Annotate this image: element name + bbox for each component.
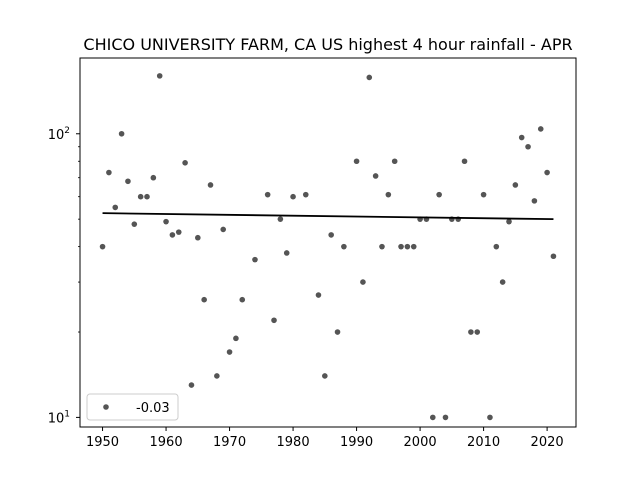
data-point [360, 279, 366, 285]
scatter-points [99, 73, 557, 421]
data-point [398, 243, 404, 250]
data-point [201, 296, 207, 303]
data-point [175, 229, 182, 235]
data-point [264, 191, 271, 198]
data-point [220, 226, 227, 233]
data-point [531, 198, 538, 204]
data-point [328, 232, 334, 238]
data-point [271, 317, 277, 324]
data-point [499, 279, 506, 285]
data-point [436, 191, 442, 198]
legend-label: -0.03 [136, 401, 170, 416]
legend-box [86, 393, 179, 421]
data-point [480, 191, 487, 198]
data-point [391, 158, 398, 165]
data-point [131, 221, 138, 227]
data-point [144, 193, 150, 200]
data-point [518, 134, 525, 141]
x-axis: 1950 1960 1970 1980 1990 2000 2010 2020 [86, 427, 564, 450]
data-point [188, 382, 195, 388]
data-point [239, 296, 246, 303]
data-point [226, 349, 233, 355]
data-point [506, 218, 512, 225]
data-point [525, 143, 531, 150]
x-tick-label: 2010 [467, 435, 500, 450]
data-point [404, 243, 411, 250]
data-point [442, 414, 449, 421]
data-point [474, 329, 481, 335]
data-point [544, 169, 550, 176]
data-point [182, 160, 188, 166]
data-point [429, 414, 436, 421]
x-tick-label: 2000 [404, 435, 437, 450]
data-point [137, 193, 144, 200]
data-point [353, 158, 360, 165]
data-point [112, 204, 119, 211]
x-tick-label: 1950 [86, 435, 119, 450]
data-point [372, 173, 379, 179]
data-point [487, 414, 493, 421]
data-point [290, 193, 296, 200]
data-point [283, 250, 290, 256]
data-point [169, 232, 176, 238]
legend-marker [103, 404, 109, 410]
trend-line [102, 212, 554, 221]
data-point [334, 329, 341, 335]
x-tick-label: 1970 [213, 435, 246, 450]
data-point [366, 74, 373, 81]
plot-area [80, 58, 576, 427]
data-point [461, 158, 468, 165]
plot-frame [79, 57, 577, 428]
data-point [550, 253, 557, 260]
data-point [207, 182, 214, 188]
data-point [156, 73, 163, 79]
data-point [125, 178, 131, 185]
x-tick-label: 2020 [531, 435, 564, 450]
y-tick-label: 101 [48, 409, 70, 426]
data-point [315, 292, 322, 298]
data-point [493, 243, 500, 250]
data-point [385, 191, 392, 198]
data-point [277, 216, 284, 222]
data-point [322, 373, 328, 379]
x-tick-label: 1960 [150, 435, 183, 450]
legend: -0.03 [86, 393, 179, 421]
data-point [410, 243, 417, 250]
data-point [150, 174, 157, 181]
data-point [252, 256, 258, 263]
data-point [195, 234, 201, 241]
y-axis: 101 102 [48, 126, 80, 426]
data-point [118, 130, 125, 137]
data-point [512, 182, 519, 188]
data-point [341, 243, 347, 250]
data-point [233, 335, 239, 342]
x-tick-label: 1980 [277, 435, 310, 450]
data-point [468, 329, 474, 335]
data-point [163, 218, 169, 225]
x-tick-label: 1990 [340, 435, 373, 450]
data-point [537, 126, 544, 132]
data-point [99, 243, 106, 250]
data-point [214, 373, 220, 379]
y-tick-label: 102 [48, 126, 70, 143]
data-point [302, 191, 309, 198]
chart-title: CHICO UNIVERSITY FARM, CA US highest 4 h… [83, 35, 572, 54]
data-point [106, 169, 112, 176]
data-point [379, 243, 385, 250]
